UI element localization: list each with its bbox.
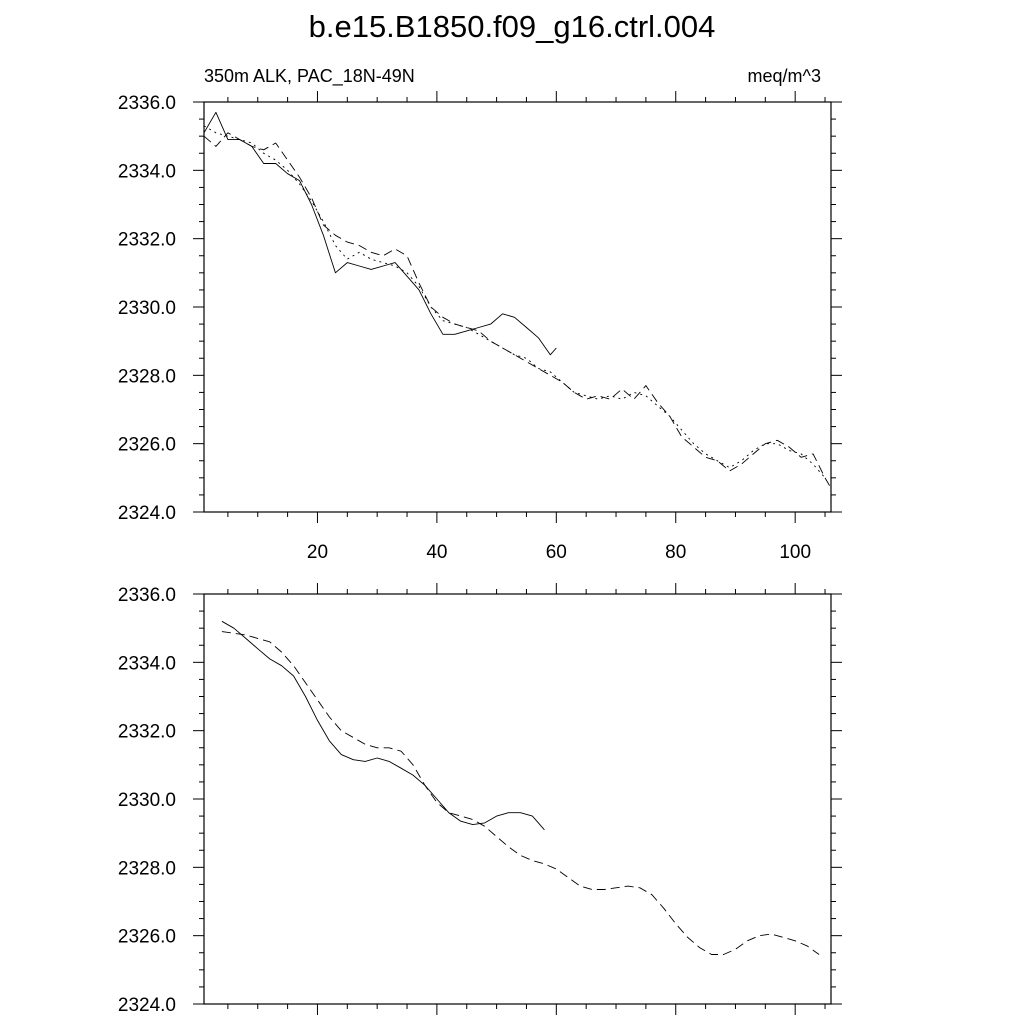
bottom-chart-y-tick-label: 2328.0 <box>118 858 176 879</box>
bottom-chart-y-tick-label: 2326.0 <box>118 927 176 948</box>
bottom-chart-y-tick-label: 2324.0 <box>118 995 176 1016</box>
bottom-chart-series-dashed-line <box>221 631 820 955</box>
top-chart-y-tick-label: 2332.0 <box>118 230 176 251</box>
top-chart-series-dotted-line <box>203 125 826 479</box>
bottom-chart-y-tick-label: 2336.0 <box>118 585 176 606</box>
top-chart-x-tick-label: 100 <box>779 542 811 563</box>
bottom-chart-panel: 2324.0 2326.0 2328.0 2330.0 2332.0 2334.0 2336… <box>118 583 842 1016</box>
bottom-chart-y-tick-label: 2334.0 <box>118 653 176 674</box>
top-chart-y-tick-label: 2330.0 <box>118 298 176 319</box>
top-chart-x-tick-label: 80 <box>665 542 686 563</box>
top-chart-y-tick-label: 2334.0 <box>118 161 176 182</box>
top-chart-units-label: meq/m^3 <box>748 66 821 86</box>
bottom-chart-y-tick-label: 2332.0 <box>118 722 176 743</box>
top-chart-x-tick-label: 40 <box>426 542 447 563</box>
bottom-chart-plot-frame <box>203 593 832 1005</box>
top-chart-y-tick-label: 2324.0 <box>118 503 176 524</box>
bottom-chart-series-solid-line <box>221 620 545 831</box>
top-chart-y-tick-label: 2336.0 <box>118 93 176 114</box>
top-chart-title-left: 350m ALK, PAC_18N-49N <box>204 66 415 87</box>
top-chart-series-solid-line <box>203 111 557 356</box>
top-chart-series-dashed-line <box>203 132 832 489</box>
bottom-chart-y-tick-label: 2330.0 <box>118 790 176 811</box>
top-chart-x-tick-label: 60 <box>546 542 567 563</box>
top-chart-y-tick-label: 2326.0 <box>118 435 176 456</box>
top-chart-x-tick-label: 20 <box>307 542 328 563</box>
figure-title: b.e15.B1850.f09_g16.ctrl.004 <box>309 9 716 44</box>
top-chart-y-tick-label: 2328.0 <box>118 366 176 387</box>
top-chart-plot-frame <box>203 101 832 513</box>
top-chart-panel: 350m ALK, PAC_18N-49N meq/m^3 20 40 60 80 10… <box>118 66 842 563</box>
